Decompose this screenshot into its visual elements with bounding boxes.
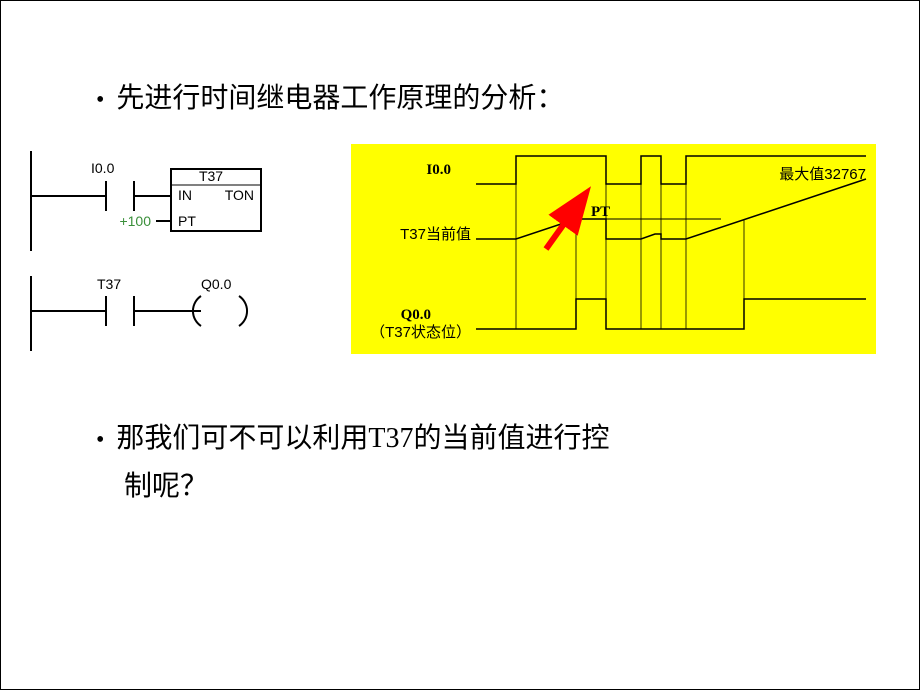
timing-label-q00: Q0.0 <box>401 307 431 323</box>
red-arrow <box>546 196 584 249</box>
timing-label-t37-state: （T37状态位） <box>370 324 471 341</box>
bullet-dot-2: • <box>96 427 104 454</box>
label-t37-top: T37 <box>199 168 223 184</box>
timing-label-pt: PT <box>591 204 610 220</box>
timing-label-i00: I0.0 <box>426 162 451 178</box>
label-i00: I0.0 <box>91 160 115 176</box>
bullet-2: • 那我们可不可以利用T37的当前值进行控 制呢？ <box>96 416 610 504</box>
timing-diagram: I0.0 最大值32767 T37当前值 PT Q0.0 （T37状态位） <box>351 144 876 354</box>
bullet-1-text: 先进行时间继电器工作原理的分析： <box>116 76 564 116</box>
label-t37-bottom: T37 <box>97 276 121 292</box>
ladder-diagram: I0.0 T37 IN TON PT +100 T37 Q0.0 <box>21 151 331 361</box>
bullet-1: • 先进行时间继电器工作原理的分析： <box>96 76 564 116</box>
timing-label-max: 最大值32767 <box>779 166 866 183</box>
label-pt-value: +100 <box>119 213 151 229</box>
bullet-2-text-l2: 制呢？ <box>124 471 208 502</box>
timing-label-t37-current: T37当前值 <box>400 226 471 243</box>
label-ton: TON <box>225 187 254 203</box>
bullet-2-text-l1: 那我们可不可以利用T37的当前值进行控 <box>116 416 609 456</box>
bullet-dot-1: • <box>96 87 104 114</box>
label-q00: Q0.0 <box>201 276 232 292</box>
label-in: IN <box>178 187 192 203</box>
label-pt: PT <box>178 213 196 229</box>
